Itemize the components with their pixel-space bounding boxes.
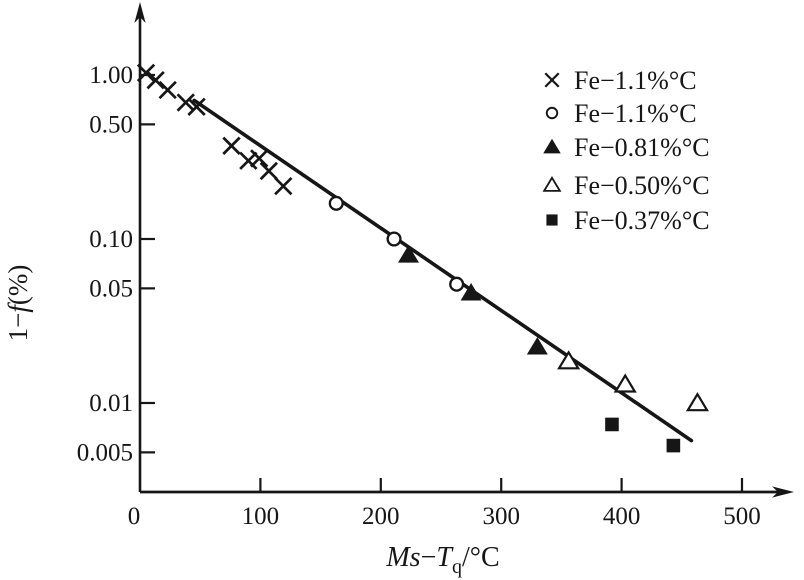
- cross-marker-icon: [274, 177, 293, 196]
- y-tick-label: 0.005: [77, 439, 133, 466]
- x-axis-arrow-icon: [772, 486, 794, 498]
- cross-marker-icon: [544, 72, 560, 88]
- cross-marker-icon: [176, 93, 195, 112]
- open-circle-marker-icon: [328, 195, 344, 211]
- cross-marker-icon: [136, 63, 156, 83]
- cross-marker-icon: [158, 80, 177, 100]
- legend-label: Fe−0.81%°C: [574, 133, 710, 162]
- legend-label: Fe−1.1%°C: [574, 99, 697, 128]
- y-tick-label: 0.10: [89, 226, 133, 253]
- y-tick-label: 0.50: [89, 111, 133, 138]
- open-circle-marker-icon: [545, 106, 559, 120]
- cross-marker-icon: [187, 97, 206, 116]
- x-tick-label: 500: [723, 503, 761, 530]
- filled-triangle-marker-icon: [543, 138, 561, 154]
- legend-label: Fe−1.1%°C: [574, 66, 697, 95]
- open-triangle-marker-icon: [685, 392, 709, 412]
- cross-marker-icon: [250, 149, 269, 168]
- filled-triangle-marker-icon: [398, 245, 419, 263]
- x-tick-label: 0: [128, 503, 141, 530]
- y-axis-title: 1−f(%): [3, 265, 33, 342]
- y-tick-label: 1.00: [89, 62, 133, 89]
- filled-triangle-marker-icon: [460, 283, 482, 301]
- cross-marker-icon: [146, 71, 165, 90]
- open-circle-marker-icon: [449, 276, 465, 292]
- x-axis-title: Ms−Tq/°C: [385, 542, 499, 578]
- filled-triangle-marker-icon: [526, 337, 548, 355]
- y-tick-label: 0.05: [89, 275, 133, 302]
- open-circle-marker-icon: [386, 231, 402, 247]
- x-tick-label: 300: [482, 503, 520, 530]
- x-tick-label: 400: [603, 503, 641, 530]
- legend-label: Fe−0.37%°C: [574, 206, 710, 235]
- open-triangle-marker-icon: [613, 373, 637, 393]
- filled-square-marker-icon: [546, 214, 558, 226]
- cross-marker-icon: [239, 151, 258, 170]
- legend-label: Fe−0.50%°C: [574, 171, 710, 200]
- filled-square-marker-icon: [666, 438, 681, 453]
- fit-line: [192, 98, 694, 443]
- open-triangle-marker-icon: [542, 176, 562, 192]
- cross-marker-icon: [222, 136, 241, 155]
- filled-square-marker-icon: [605, 417, 619, 432]
- y-axis-arrow-icon: [134, 2, 146, 23]
- open-triangle-marker-icon: [557, 350, 581, 370]
- x-tick-label: 200: [362, 503, 400, 530]
- x-tick-label: 100: [242, 503, 280, 530]
- cross-marker-icon: [259, 161, 278, 181]
- y-tick-label: 0.01: [89, 390, 133, 417]
